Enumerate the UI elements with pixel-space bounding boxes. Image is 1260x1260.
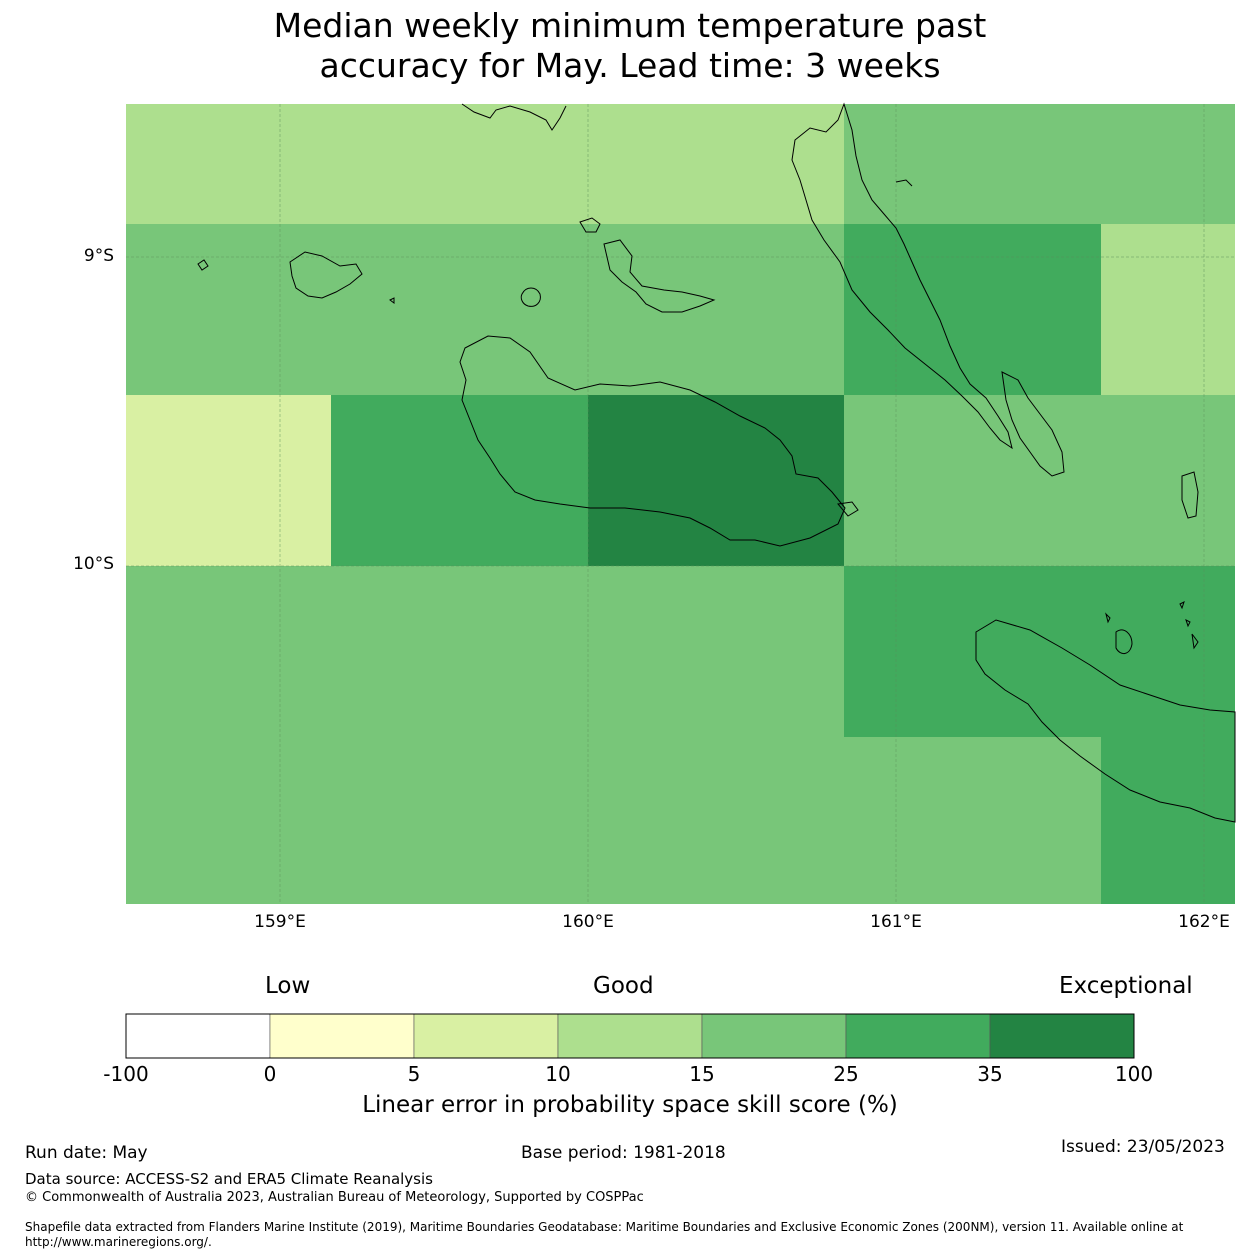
lon-label-159e: 159°E [254, 912, 306, 932]
russell-islands [289, 251, 363, 299]
colorbar-tick-label: 5 [407, 1062, 421, 1086]
grid-cell [844, 737, 1101, 904]
small-islet [1179, 601, 1185, 610]
lon-label-161e: 161°E [870, 912, 922, 932]
colorbar-tick-label: 0 [263, 1062, 277, 1086]
title-line-2: accuracy for May. Lead time: 3 weeks [319, 46, 941, 85]
colorbar-segment [125, 1013, 271, 1059]
grid-cell [126, 224, 844, 395]
malaita-island [791, 102, 1013, 450]
data-source: Data source: ACCESS-S2 and ERA5 Climate … [25, 1170, 433, 1188]
colorbar-tick-label: 25 [833, 1062, 859, 1086]
colorbar-good-label: Good [593, 973, 654, 999]
grid-cell [844, 104, 1235, 224]
colorbar-segment [413, 1013, 559, 1059]
grid-cell [126, 566, 844, 904]
issued-date: Issued: 23/05/2023 [1061, 1137, 1225, 1157]
nggela-islands [603, 239, 716, 313]
colorbar-exceptional-label: Exceptional [1059, 973, 1193, 999]
ulawa-island [1181, 471, 1199, 519]
colorbar-segment [989, 1013, 1135, 1059]
grid-cell [331, 395, 588, 566]
colorbar-tick-label: 100 [1114, 1062, 1154, 1086]
coastlines [197, 102, 1236, 823]
colorbar-tick-label: 10 [545, 1062, 571, 1086]
small-islet [895, 179, 913, 187]
lon-label-160e: 160°E [562, 912, 614, 932]
small-islet [1105, 612, 1111, 624]
title-line-1: Median weekly minimum temperature past [273, 6, 987, 45]
colorbar-segment [701, 1013, 847, 1059]
grid-cell [1101, 737, 1235, 904]
chart-title: Median weekly minimum temperature past a… [0, 6, 1260, 86]
colorbar-segment [845, 1013, 991, 1059]
colorbar-tick-label: -100 [103, 1062, 149, 1086]
colorbar-tick-label: 35 [977, 1062, 1003, 1086]
grid-cell [844, 395, 1235, 566]
skill-grid [126, 104, 1235, 904]
lon-label-162e: 162°E [1178, 912, 1230, 932]
base-period: Base period: 1981-2018 [521, 1143, 726, 1163]
grid-cell [1101, 224, 1235, 395]
lat-label-10s: 10°S [73, 554, 114, 574]
colorbar-border [125, 1013, 1135, 1059]
grid-cell [844, 224, 1101, 395]
small-islet [1191, 633, 1199, 650]
colorbar-low-label: Low [265, 973, 311, 999]
small-islet [579, 217, 601, 233]
small-islet [837, 501, 859, 517]
lat-label-9s: 9°S [83, 246, 114, 266]
small-malaita-island [1001, 371, 1065, 477]
colorbar-axis-label: Linear error in probability space skill … [362, 1092, 898, 1118]
run-date: Run date: May [25, 1143, 148, 1163]
graticule [126, 104, 1235, 904]
makira-island [975, 619, 1236, 823]
copyright: © Commonwealth of Australia 2023, Austra… [25, 1190, 644, 1205]
grid-cell [588, 395, 844, 566]
grid-cell [126, 395, 331, 566]
savo-island [520, 287, 541, 307]
grid-cell [844, 566, 1235, 737]
colorbar-tick-label: 15 [689, 1062, 715, 1086]
small-islet [197, 259, 209, 271]
colorbar-segment [557, 1013, 703, 1059]
santa-isabel-coast [461, 103, 567, 131]
small-islet [1185, 619, 1191, 628]
ugi-island [1115, 629, 1133, 654]
colorbar [125, 1013, 1135, 1059]
shapefile-credit: Shapefile data extracted from Flanders M… [25, 1220, 1184, 1249]
grid-cell [126, 104, 844, 224]
small-islet [389, 297, 395, 304]
guadalcanal-island [459, 335, 846, 547]
colorbar-segment [269, 1013, 415, 1059]
